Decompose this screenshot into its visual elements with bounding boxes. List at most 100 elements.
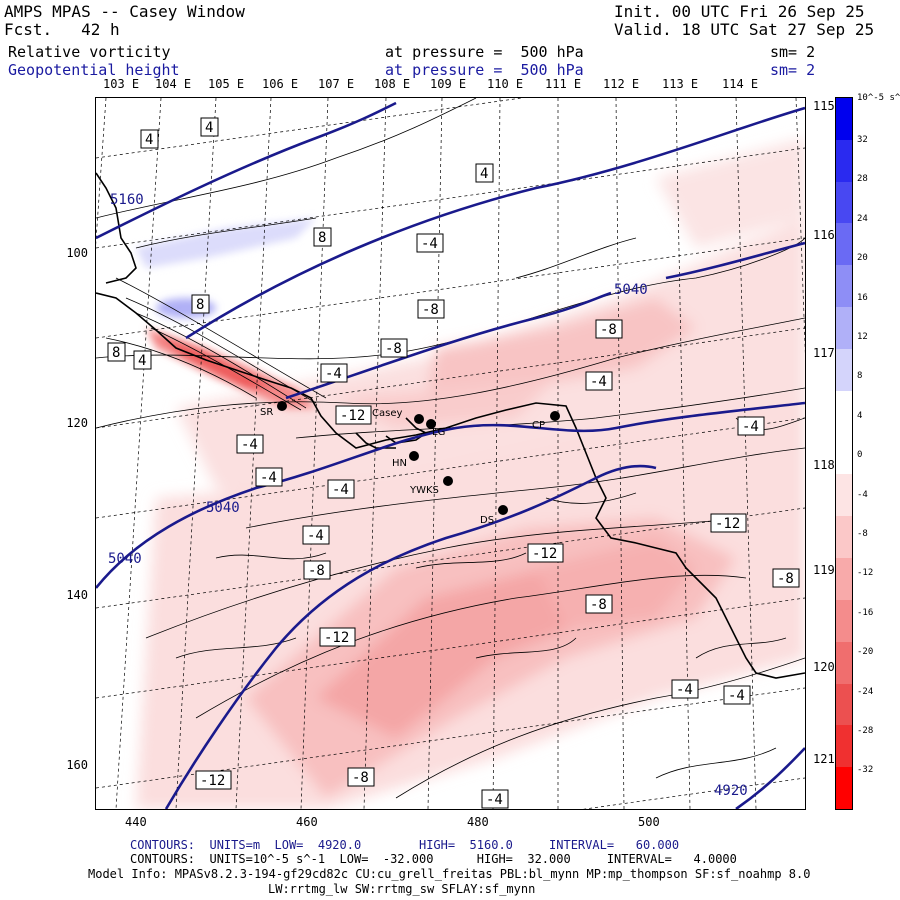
vorticity-label: -4 [260, 470, 277, 486]
vorticity-label: -4 [307, 528, 324, 544]
field2-smoothing: sm= 2 [770, 61, 816, 79]
colorbar-segment [836, 516, 852, 559]
x-tick-label: 440 [125, 815, 147, 829]
station-label: Casey [372, 408, 402, 419]
colorbar-segment [836, 641, 852, 685]
colorbar-tick-label: -12 [857, 568, 874, 579]
lon-label: 103 E [103, 77, 140, 91]
lon-label: 105 E [208, 77, 245, 91]
colorbar-tick-label: 24 [857, 213, 868, 224]
vorticity-label: -4 [241, 437, 258, 453]
height-contours [96, 101, 805, 809]
y-tick-label: 100 [66, 246, 88, 260]
colorbar-tick-label: -28 [857, 726, 874, 736]
station-dot [443, 476, 453, 486]
vorticity-label-box [595, 319, 623, 339]
station-label: LG [432, 427, 445, 438]
vorticity-label: -4 [590, 374, 607, 390]
vorticity-label: -8 [352, 770, 369, 786]
field2-level: at pressure = 500 hPa [385, 61, 584, 79]
colorbar-tick-label: 4 [857, 410, 863, 421]
map-panel: 5160 5040 5040 5040 4920 4 4 4 8 8 8 4 -4 -8 -8 -4… [95, 97, 806, 810]
x-tick-label: 460 [296, 815, 318, 829]
colorbar-tick-label: 12 [857, 332, 868, 342]
latlon-grid [96, 98, 805, 809]
vorticity-label-box [585, 594, 613, 614]
lon-label: 104 E [155, 77, 192, 91]
height-contour-info: CONTOURS: UNITS=m LOW= 4920.0 HIGH= 5160… [130, 838, 680, 852]
vorticity-label: -4 [486, 792, 503, 808]
colorbar-tick-label: -24 [857, 686, 874, 697]
colorbar-unit: 10^-5 s^-1 [857, 93, 900, 103]
colorbar-segment [836, 390, 852, 434]
colorbar-tick-label: -20 [857, 647, 874, 658]
vorticity-label: -8 [308, 563, 325, 579]
vorticity-label: 4 [205, 120, 213, 136]
colorbar-segment [836, 265, 852, 308]
vorticity-label-box [772, 568, 800, 588]
vorticity-label-box [255, 467, 283, 487]
vorticity-label: -4 [332, 482, 349, 498]
colorbar-tick-label: 28 [857, 174, 868, 185]
station-label: YWKS [409, 485, 439, 496]
vorticity-label: -8 [422, 302, 439, 318]
vorticity-label: -12 [324, 630, 349, 646]
field1-name: Relative vorticity [8, 43, 171, 61]
station-label: CP [532, 420, 545, 431]
vorticity-shading [136, 138, 805, 809]
colorbar-segment [836, 683, 852, 726]
colorbar-segment [836, 181, 852, 224]
vorticity-label-box [140, 129, 159, 149]
vorticity-label-box [303, 560, 331, 580]
vorticity-contours [96, 98, 805, 799]
vorticity-label-box [195, 770, 232, 790]
lon-label: 112 E [603, 77, 640, 91]
station-label: DS [480, 515, 494, 526]
vorticity-label-box [191, 294, 210, 314]
height-label: 5160 [110, 192, 144, 208]
field1-smoothing: sm= 2 [770, 43, 816, 61]
colorbar-tick-label: -8 [857, 529, 868, 539]
height-label: 4920 [714, 783, 748, 799]
colorbar-tick-label: -16 [857, 607, 874, 618]
vorticity-label: -4 [742, 419, 759, 435]
vorticity-label-box [416, 233, 444, 253]
vorticity-label: -8 [590, 597, 607, 613]
vorticity-label-box [380, 338, 408, 358]
y-tick-label: 160 [66, 758, 88, 772]
lon-label: 109 E [430, 77, 467, 91]
vorticity-label-box [671, 679, 699, 699]
station-label: SR [260, 407, 273, 418]
station-dot [550, 411, 560, 421]
y-tick-label: 120 [66, 416, 88, 430]
colorbar-tick-label: 32 [857, 135, 868, 145]
forecast-hour: Fcst. 42 h [4, 20, 120, 39]
vorticity-label: 4 [480, 166, 488, 182]
x-tick-label: 480 [467, 815, 489, 829]
station-dot [498, 505, 508, 515]
lon-label: 111 E [545, 77, 582, 91]
y-tick-label: 140 [66, 588, 88, 602]
vorticity-label-box [302, 525, 330, 545]
band-contours [105, 277, 327, 411]
lon-label: 110 E [487, 77, 524, 91]
colorbar-segment [836, 348, 852, 392]
station-dot [409, 451, 419, 461]
vorticity-label: -8 [385, 341, 402, 357]
vorticity-label: -4 [676, 682, 693, 698]
vorticity-label: 8 [318, 230, 326, 246]
colorbar-tick-label: 20 [857, 253, 868, 264]
vorticity-label: -8 [600, 322, 617, 338]
vorticity-label-box [319, 627, 356, 647]
colorbar-segment [836, 98, 852, 141]
colorbar-segment [836, 767, 852, 810]
vorticity-label-box [200, 117, 219, 137]
plot-title: AMPS MPAS -- Casey Window [4, 2, 245, 21]
lon-label: 106 E [262, 77, 299, 91]
field1-level: at pressure = 500 hPa [385, 43, 584, 61]
colorbar-tick-label: -32 [857, 765, 874, 776]
colorbar-segment [836, 432, 852, 475]
colorbar-segment [836, 307, 852, 350]
stations: SR Casey LG HN YWKS DS CP [260, 401, 560, 526]
vorticity-label-box [481, 789, 509, 809]
